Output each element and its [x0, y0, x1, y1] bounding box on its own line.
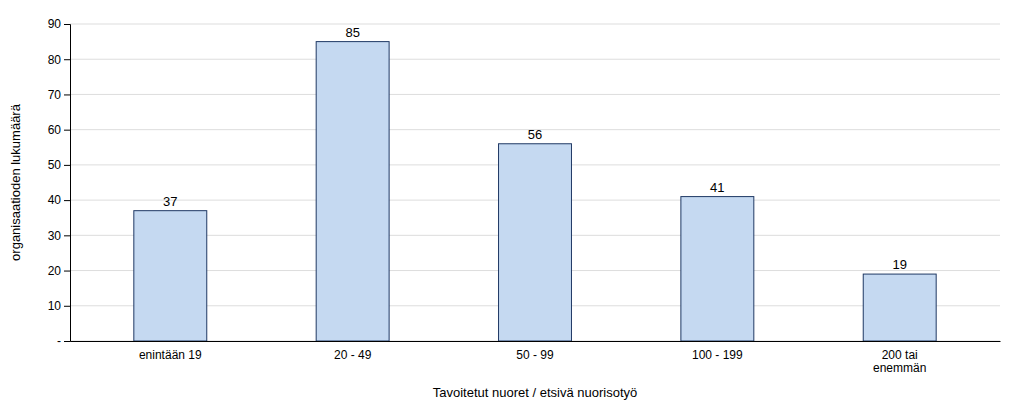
tick-label: 40 [48, 193, 62, 207]
tick: 30 [48, 229, 70, 243]
tick: - [57, 334, 70, 348]
tick-label: 90 [48, 17, 62, 31]
tick: 40 [48, 193, 70, 207]
grid-line [70, 94, 1000, 95]
data-label: 19 [892, 257, 906, 272]
tick-label: 80 [48, 53, 62, 67]
tick: 90 [48, 17, 70, 31]
tick-label: 10 [48, 299, 62, 313]
tick-label: 70 [48, 88, 62, 102]
y-axis: - 10 20 30 40 50 60 70 80 90 [48, 17, 71, 348]
tick-mark [64, 200, 70, 201]
x-axis-title: Tavoitetut nuoret / etsivä nuorisotyö [433, 385, 638, 400]
tick: 70 [48, 88, 70, 102]
data-label: 37 [163, 194, 177, 209]
data-labels: 37 85 56 41 19 [163, 25, 907, 272]
bar [681, 197, 754, 341]
y-axis-title: organisaatioden lukumäärä [8, 103, 23, 261]
tick-mark [64, 306, 70, 307]
tick-label: enintään 19 [139, 348, 202, 362]
tick-label: 60 [48, 123, 62, 137]
tick: 20 - 49 [334, 348, 372, 362]
tick-mark [64, 130, 70, 131]
axis-line [71, 341, 1001, 342]
tick-mark [64, 341, 70, 342]
tick: 200 taienemmän [873, 348, 926, 376]
tick-label: 200 taienemmän [873, 348, 926, 376]
tick: 100 - 199 [692, 348, 743, 362]
tick-mark [64, 94, 70, 95]
tick-label-line: 100 - 199 [692, 348, 743, 362]
grid-line [70, 59, 1000, 60]
plot-area: - 10 20 30 40 50 60 70 80 90 enintään 19 20 - 49 50 … [48, 17, 1001, 375]
tick: 50 [48, 158, 70, 172]
tick: 60 [48, 123, 70, 137]
tick-label-line: 200 tai [882, 348, 918, 362]
bar [863, 274, 936, 341]
tick-label: 100 - 199 [692, 348, 743, 362]
tick-label-line: enemmän [873, 361, 926, 375]
chart: - 10 20 30 40 50 60 70 80 90 enintään 19 20 - 49 50 … [0, 0, 1024, 407]
bar [316, 42, 389, 341]
tick-mark [64, 24, 70, 25]
grid-line [70, 24, 1000, 25]
tick: enintään 19 [139, 348, 202, 362]
tick-label-line: 50 - 99 [516, 348, 554, 362]
tick-mark [64, 271, 70, 272]
tick-label: 20 - 49 [334, 348, 372, 362]
tick: 50 - 99 [516, 348, 554, 362]
grid [70, 24, 1000, 341]
tick-mark [64, 165, 70, 166]
tick-mark [64, 235, 70, 236]
tick-label: 30 [48, 229, 62, 243]
tick-label: 50 [48, 158, 62, 172]
tick: 20 [48, 264, 70, 278]
tick-label: 20 [48, 264, 62, 278]
tick-label: 50 - 99 [516, 348, 554, 362]
x-axis: enintään 19 20 - 49 50 - 99 100 - 199 200 ta… [71, 342, 1001, 376]
data-label: 85 [345, 25, 359, 40]
tick: 80 [48, 53, 70, 67]
tick-label-line: 20 - 49 [334, 348, 372, 362]
tick: 10 [48, 299, 70, 313]
data-label: 56 [528, 127, 542, 142]
tick-label-line: enintään 19 [139, 348, 202, 362]
bars [134, 42, 936, 341]
axis-line [64, 25, 71, 342]
data-label: 41 [710, 180, 724, 195]
bar [134, 211, 207, 341]
tick-mark [64, 59, 70, 60]
bar [499, 144, 572, 341]
tick-label: - [57, 334, 61, 348]
